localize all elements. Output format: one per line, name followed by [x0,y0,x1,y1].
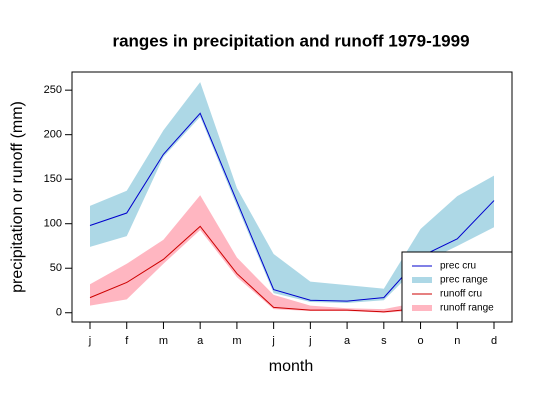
x-tick-label: o [417,335,423,347]
y-tick-label: 0 [56,307,62,319]
x-tick-label: d [491,335,497,347]
y-tick-label: 200 [44,129,62,141]
x-tick-label: j [88,335,91,347]
x-tick-label: a [344,335,351,347]
legend-label: runoff cru [440,289,482,300]
x-tick-label: m [159,335,168,347]
x-tick-label: s [381,335,387,347]
y-tick-label: 50 [50,262,62,274]
x-tick-label: j [308,335,311,347]
x-tick-label: f [125,335,129,347]
plot-frame [71,71,513,323]
y-tick-label: 250 [44,84,62,96]
range-band [90,195,494,313]
x-tick-label: n [454,335,460,347]
x-tick-label: j [271,335,274,347]
legend-label: prec cru [440,261,476,272]
y-tick-label: 150 [44,173,62,185]
legend-label: prec range [440,275,488,286]
x-tick-label: m [232,335,241,347]
chart-title: ranges in precipitation and runoff 1979-… [112,31,469,50]
legend-label: runoff range [440,303,494,314]
x-axis-label: month [269,358,313,375]
y-axis-label: precipitation or runoff (mm) [9,101,26,293]
x-tick-label: a [197,335,204,347]
y-tick-label: 100 [44,218,62,230]
